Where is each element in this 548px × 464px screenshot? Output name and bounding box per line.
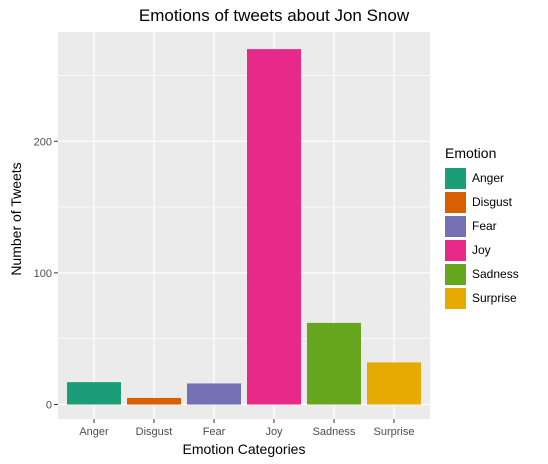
panel-background bbox=[58, 32, 430, 419]
legend-label: Sadness bbox=[472, 267, 519, 281]
chart-title: Emotions of tweets about Jon Snow bbox=[138, 6, 410, 25]
legend-items: Anger Disgust Fear Joy Sadness Surprise bbox=[445, 166, 519, 310]
legend-swatch bbox=[445, 167, 466, 189]
legend-item-anger: Anger bbox=[445, 166, 519, 190]
legend-label: Fear bbox=[472, 219, 497, 233]
x-tick-label: Joy bbox=[265, 426, 283, 438]
bar-surprise bbox=[367, 362, 421, 405]
bar-anger bbox=[67, 382, 121, 405]
legend-label: Anger bbox=[472, 171, 505, 185]
legend-item-fear: Fear bbox=[445, 214, 519, 238]
legend-item-surprise: Surprise bbox=[445, 286, 519, 310]
x-axis-title: Emotion Categories bbox=[182, 441, 306, 457]
x-tick-label: Sadness bbox=[313, 426, 356, 438]
legend-swatch bbox=[445, 191, 466, 213]
y-tick-label: 100 bbox=[34, 268, 52, 280]
y-tick-label: 0 bbox=[46, 400, 52, 412]
legend-swatch bbox=[445, 263, 466, 285]
x-tick-label: Surprise bbox=[374, 426, 415, 438]
legend: Emotion Anger Disgust Fear Joy Sadness Surpri… bbox=[445, 145, 519, 310]
legend-item-joy: Joy bbox=[445, 238, 519, 262]
legend-swatch bbox=[445, 239, 466, 261]
bar-disgust bbox=[127, 397, 181, 405]
legend-item-sadness: Sadness bbox=[445, 262, 519, 286]
bar-fear bbox=[187, 383, 241, 405]
bar-joy bbox=[247, 49, 301, 405]
legend-label: Surprise bbox=[472, 291, 517, 305]
y-tick-label: 200 bbox=[34, 136, 52, 148]
x-tick-label: Disgust bbox=[136, 426, 173, 438]
legend-label: Joy bbox=[472, 243, 491, 257]
legend-label: Disgust bbox=[472, 195, 513, 209]
legend-title: Emotion bbox=[445, 145, 497, 161]
legend-swatch bbox=[445, 287, 466, 309]
legend-swatch bbox=[445, 215, 466, 237]
x-tick-label: Anger bbox=[79, 426, 109, 438]
legend-item-disgust: Disgust bbox=[445, 190, 519, 214]
bar-sadness bbox=[307, 322, 361, 405]
y-axis-title: Number of Tweets bbox=[8, 162, 24, 276]
x-tick-label: Fear bbox=[203, 426, 226, 438]
